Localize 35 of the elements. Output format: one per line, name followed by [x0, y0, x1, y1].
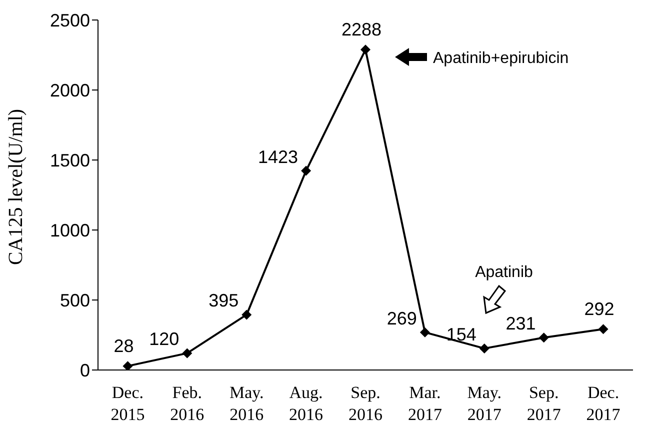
point: [360, 44, 370, 55]
x-tick-label: Dec. 2015: [110, 383, 145, 424]
annotation: Apatinib: [475, 264, 534, 281]
x-tick-label: May. 2016: [229, 383, 264, 424]
point: [420, 327, 430, 338]
y-tick-label: 2500: [50, 10, 90, 30]
data-label: 269: [386, 308, 417, 328]
y-tick-label: 0: [80, 360, 90, 380]
point: [538, 332, 549, 343]
x-tick-label: Dec. 2017: [586, 383, 621, 424]
y-tick-label: 1000: [50, 220, 90, 240]
x-tick-label: Aug. 2016: [289, 383, 324, 424]
y-tick-label: 500: [60, 290, 90, 310]
data-label: 395: [208, 290, 239, 311]
data-label: 1423: [258, 146, 298, 167]
x-tick-label: May. 2017: [467, 383, 502, 424]
point: [301, 166, 312, 176]
point: [122, 361, 133, 370]
y-axis-title: CA125 level(U/ml): [5, 108, 28, 265]
data-label: 28: [114, 336, 134, 356]
x-tick-label: Sep. 2016: [348, 383, 382, 424]
data-label: 231: [506, 314, 536, 334]
point: [242, 310, 252, 320]
point: [182, 348, 192, 358]
x-tick-label: Feb. 2016: [170, 383, 204, 424]
data-label: 292: [584, 299, 614, 320]
x-tick-label: Sep. 2017: [526, 383, 562, 424]
data-label: 2288: [341, 20, 382, 40]
point: [479, 343, 490, 354]
x-tick-label: Mar. 2017: [408, 383, 442, 424]
data-label: 120: [149, 329, 180, 350]
annotation: Apatinib+epirubicin: [433, 50, 569, 67]
y-tick-label: 1500: [50, 150, 90, 170]
y-tick-label: 2000: [50, 80, 90, 100]
point: [598, 324, 608, 334]
